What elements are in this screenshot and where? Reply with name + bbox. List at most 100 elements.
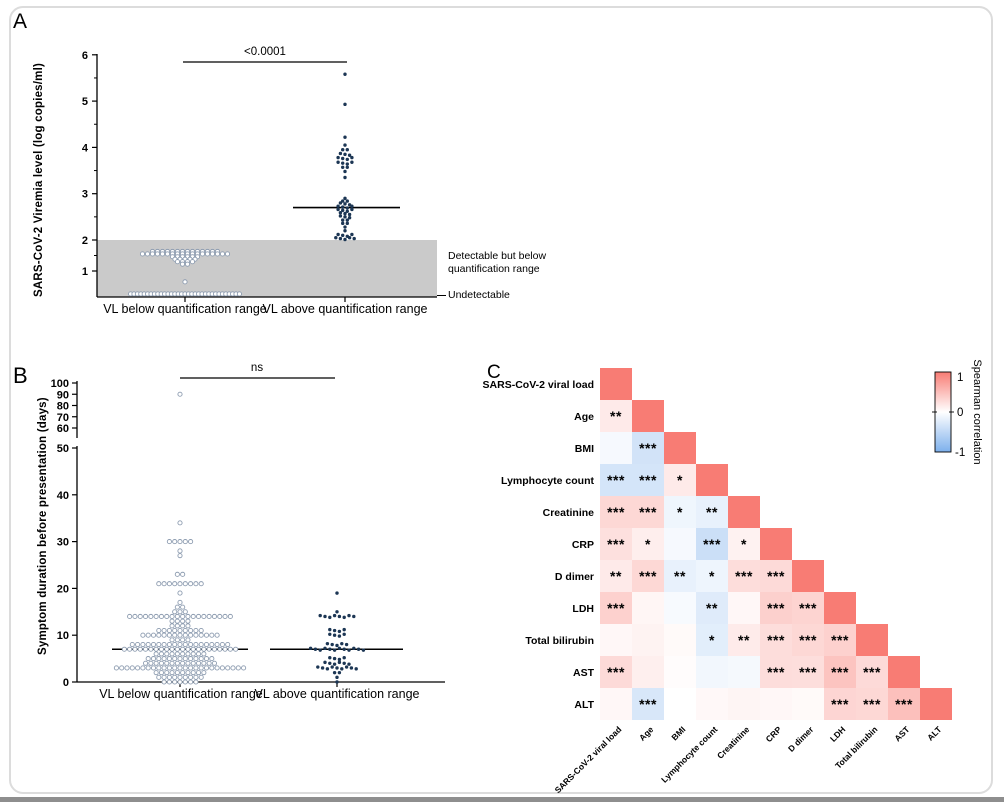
heatmap-cell — [728, 656, 760, 688]
heatmap-cell — [824, 592, 856, 624]
panel-a-y-axis-title: SARS-CoV-2 Viremia level (log copies/ml) — [33, 62, 45, 298]
heatmap-cell — [856, 624, 888, 656]
data-point-open — [209, 632, 215, 638]
data-point-open — [201, 613, 207, 620]
data-point-filled — [323, 646, 327, 651]
heatmap-row-label: SARS-CoV-2 viral load — [483, 379, 594, 391]
data-point-open — [198, 674, 204, 680]
data-point-open — [174, 670, 180, 676]
data-point-open — [236, 291, 242, 297]
data-point-open — [214, 632, 220, 638]
data-point-open — [172, 674, 178, 680]
heatmap-significance-stars: ** — [706, 600, 718, 616]
heatmap-cell — [792, 624, 824, 656]
data-point-filled — [337, 657, 342, 662]
data-point-open — [172, 665, 178, 671]
data-point-open — [233, 646, 239, 652]
data-point-filled — [343, 202, 347, 206]
heatmap-significance-stars: *** — [607, 504, 625, 520]
data-point-filled — [349, 666, 354, 670]
data-point-filled — [328, 661, 332, 665]
heatmap-cell — [664, 496, 696, 528]
data-point-open — [177, 391, 183, 397]
data-point-filled — [343, 102, 347, 107]
data-point-open — [195, 646, 202, 652]
data-point-open — [201, 670, 207, 676]
data-point-filled — [347, 153, 352, 157]
data-point-open — [169, 646, 175, 652]
data-point-filled — [318, 613, 322, 618]
heatmap-cell — [696, 464, 728, 496]
data-point-open — [230, 665, 236, 671]
heatmap-significance-stars: *** — [767, 632, 785, 648]
data-point-open — [180, 670, 186, 676]
heatmap-cell — [664, 528, 696, 560]
heatmap-cell — [632, 400, 664, 432]
data-point-filled — [338, 151, 343, 156]
data-point-filled — [341, 205, 345, 209]
data-point-open — [132, 646, 138, 652]
heatmap-cell — [600, 368, 632, 400]
heatmap-cell — [664, 624, 696, 656]
data-point-open — [161, 679, 167, 685]
heatmap-significance-stars: * — [645, 536, 651, 552]
colorbar-tick-min: -1 — [955, 447, 965, 459]
data-point-filled — [352, 646, 356, 651]
data-point-open — [180, 651, 186, 657]
data-point-open — [169, 618, 175, 624]
data-point-open — [182, 632, 188, 638]
data-point-open — [153, 670, 159, 676]
data-point-open — [150, 632, 157, 638]
heatmap-row-label: ALT — [574, 699, 594, 711]
data-point-open — [121, 646, 127, 652]
data-point-filled — [342, 627, 346, 632]
data-point-filled — [332, 628, 337, 633]
data-point-filled — [343, 229, 347, 233]
heatmap-cell — [728, 560, 760, 592]
data-point-filled — [347, 613, 351, 618]
data-point-filled — [343, 237, 347, 242]
data-point-open — [222, 646, 228, 652]
data-point-open — [188, 581, 194, 587]
data-point-open — [188, 632, 194, 638]
data-point-open — [177, 590, 183, 596]
data-point-open — [132, 613, 138, 620]
data-point-filled — [328, 632, 332, 636]
data-point-filled — [330, 665, 334, 669]
data-point-filled — [328, 615, 332, 620]
colorbar — [934, 371, 952, 453]
data-point-open — [166, 581, 172, 587]
heatmap-cell — [632, 528, 664, 560]
data-point-open — [203, 665, 210, 671]
heatmap-cell — [632, 464, 664, 496]
heatmap-cell — [632, 624, 664, 656]
data-point-filled — [318, 648, 322, 652]
data-point-filled — [347, 236, 352, 240]
panel-a-letter: A — [13, 10, 28, 33]
data-point-open — [145, 656, 151, 662]
data-point-filled — [336, 155, 340, 160]
heatmap-significance-stars: ** — [706, 504, 718, 520]
data-point-open — [182, 581, 188, 587]
data-point-open — [159, 251, 166, 257]
heatmap-column-label: Creatinine — [715, 724, 752, 761]
panel-b-y-tick-label: 10 — [57, 630, 69, 642]
heatmap-cell — [600, 432, 632, 464]
panel-a-y-tick-label: 4 — [82, 142, 89, 154]
heatmap-significance-stars: ** — [610, 568, 622, 584]
heatmap-significance-stars: *** — [767, 664, 785, 680]
data-point-filled — [337, 634, 342, 638]
data-point-open — [169, 660, 175, 666]
data-point-open — [148, 613, 154, 620]
heatmap-cell — [824, 624, 856, 656]
data-point-open — [201, 646, 207, 652]
heatmap-column-label: BMI — [669, 724, 687, 742]
data-point-open — [135, 642, 141, 648]
data-point-open — [166, 679, 172, 685]
data-point-open — [166, 656, 172, 662]
data-point-filled — [350, 155, 354, 160]
data-point-open — [172, 627, 178, 634]
data-point-filled — [313, 647, 318, 651]
data-point-open — [203, 642, 210, 648]
data-point-open — [164, 613, 170, 620]
